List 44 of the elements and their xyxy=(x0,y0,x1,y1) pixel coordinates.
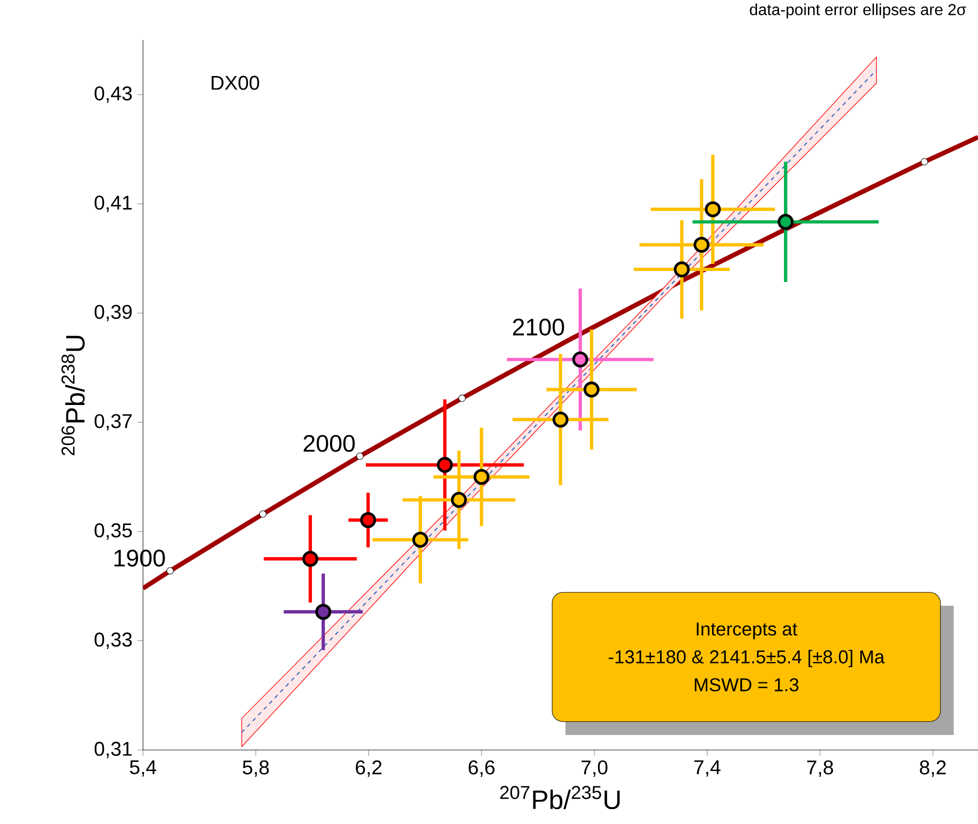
point xyxy=(920,158,928,166)
point xyxy=(778,214,794,230)
annotation: DX00 xyxy=(212,76,260,90)
annotation: 2000 xyxy=(304,434,355,452)
annotation: -131±180 & 2141.5±5.4 [±8.0] Ma xyxy=(608,650,885,668)
point xyxy=(458,394,466,402)
x-axis-title: $^{207}$Pb/$^{235}$U xyxy=(500,786,620,810)
x-tick-label: 5,4 xyxy=(130,760,156,777)
y-tick-label: 0,35 xyxy=(94,523,132,540)
point xyxy=(674,261,690,278)
y-axis-title: $^{206}$Pb/$^{238}$U xyxy=(61,336,85,456)
y-tick-label: 0,33 xyxy=(94,632,132,649)
annotation: Intercepts at xyxy=(696,622,798,640)
point xyxy=(584,382,600,398)
y-tick-label: 0,39 xyxy=(94,304,132,322)
y-tick-label: 0,41 xyxy=(94,196,132,212)
point xyxy=(552,412,568,428)
point xyxy=(704,201,721,218)
point xyxy=(694,236,710,253)
x-tick-label: 7,4 xyxy=(694,760,720,777)
point xyxy=(356,452,364,460)
annotation: 1900 xyxy=(114,550,165,567)
y-tick-label: 0,37 xyxy=(94,414,132,431)
point xyxy=(450,492,467,508)
point xyxy=(436,456,453,473)
point xyxy=(412,532,428,548)
x-tick-label: 6,2 xyxy=(356,760,382,777)
x-tick-label: 8,2 xyxy=(920,760,946,777)
point xyxy=(474,468,490,485)
point xyxy=(572,352,588,368)
text: data-point error ellipses are 2σ xyxy=(750,4,966,18)
x-tick-label: 6,6 xyxy=(468,760,494,777)
x-tick-label: 5,8 xyxy=(242,760,269,777)
point xyxy=(315,604,332,620)
y-tick-label: 0,43 xyxy=(94,86,132,103)
point xyxy=(166,567,174,574)
y-tick-label: 0,31 xyxy=(94,742,132,758)
point xyxy=(259,510,266,518)
x-tick-label: 7,8 xyxy=(807,760,834,777)
point xyxy=(360,512,376,528)
annotation: 2100 xyxy=(513,318,564,336)
annotation: MSWD = 1.3 xyxy=(694,678,798,692)
x-tick-label: 7,0 xyxy=(582,760,608,777)
point xyxy=(302,550,318,567)
